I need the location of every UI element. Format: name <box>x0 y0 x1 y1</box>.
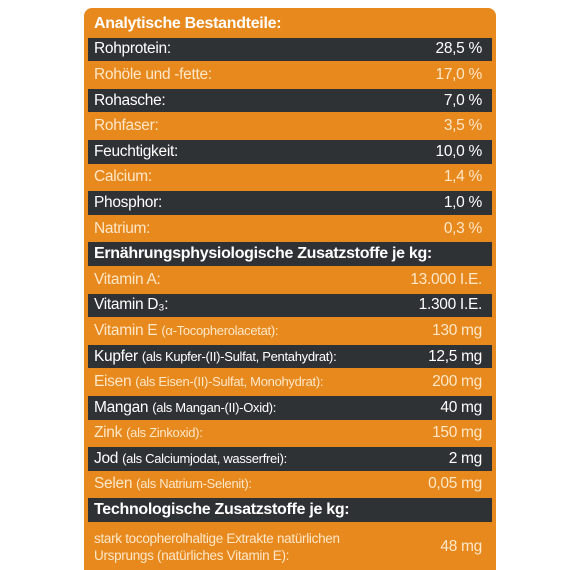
row-label: Selen (als Natrium-Selenit): <box>94 475 252 493</box>
label: Rohprotein: <box>94 40 171 58</box>
table-row: Rohprotein: 28,5 % <box>88 37 492 62</box>
table-row: Selen (als Natrium-Selenit): 0,05 mg <box>88 472 492 497</box>
row-label: Calcium: <box>94 168 152 186</box>
row-label: Vitamin E (α-Tocopherolacetat): <box>94 321 279 340</box>
nutrition-panel: Analytische Bestandteile: Rohprotein: 28,5… <box>84 8 496 570</box>
label-line: Ursprungs (natürliches Vitamin E): <box>94 547 290 563</box>
label: Vitamin D₃: <box>94 296 169 314</box>
row-label: Kupfer (als Kupfer-(II)-Sulfat, Pentahyd… <box>94 347 337 366</box>
row-value: 3,5 % <box>443 117 482 135</box>
table-row: Jod (als Calciumjodat, wasserfrei): 2 mg <box>88 447 492 471</box>
table-row: Calcium: 1,4 % <box>88 165 492 190</box>
row-value: 0,3 % <box>443 219 482 237</box>
row-value: 28,5 % <box>435 40 483 58</box>
table-row: Mangan (als Mangan-(II)-Oxid): 40 mg <box>88 395 492 420</box>
label: Zink <box>94 424 123 442</box>
row-value: 200 mg <box>432 373 482 391</box>
table-row: Natrium: 0,3 % <box>88 216 492 241</box>
section-header: Ernährungsphysiologische Zusatzstoffe je… <box>88 242 492 266</box>
section-title: Ernährungsphysiologische Zusatzstoffe je… <box>94 245 432 263</box>
table-row: Rohöle und -fette: 17,0 % <box>88 63 492 87</box>
row-label: Mangan (als Mangan-(II)-Oxid): <box>94 399 276 417</box>
row-label: Rohöle und -fette: <box>94 66 212 84</box>
section-title: Analytische Bestandteile: <box>94 14 282 32</box>
label: Kupfer <box>94 347 138 365</box>
row-value: 150 mg <box>432 424 482 442</box>
row-value: 7,0 % <box>443 91 482 109</box>
label-note: (als Natrium-Selenit): <box>136 476 252 492</box>
row-label: Feuchtigkeit: <box>94 143 178 161</box>
label: Calcium: <box>94 168 152 186</box>
table-row: Zink (als Zinkoxid): 150 mg <box>88 421 492 446</box>
row-label: Zink (als Zinkoxid): <box>94 424 203 442</box>
label: Vitamin A: <box>94 270 161 288</box>
label: Selen <box>94 475 133 493</box>
label-note: (als Mangan-(II)-Oxid): <box>152 399 277 415</box>
label: Phosphor: <box>94 193 162 211</box>
table-row: Eisen (als Eisen-(II)-Sulfat, Monohydrat… <box>88 370 492 394</box>
label-note: (als Zinkoxid): <box>126 425 203 441</box>
row-label: Natrium: <box>94 220 150 238</box>
table-row: Vitamin D₃: 1.300 I.E. <box>88 293 492 318</box>
row-label: Eisen (als Eisen-(II)-Sulfat, Monohydrat… <box>94 373 323 391</box>
row-value: 1,0 % <box>443 193 482 211</box>
label: Vitamin E <box>94 321 158 339</box>
label: Feuchtigkeit: <box>94 142 178 160</box>
table-row: stark tocopherolhaltige Extrakte natürli… <box>88 523 492 570</box>
table-row: Feuchtigkeit: 10,0 % <box>88 139 492 164</box>
section-header: Technologische Zusatzstoffe je kg: <box>88 498 492 522</box>
row-value: 40 mg <box>440 398 482 416</box>
label: Natrium: <box>94 219 151 237</box>
table-row: Vitamin E (α-Tocopherolacetat): 130 mg <box>88 319 492 343</box>
row-value: 10,0 % <box>435 142 483 160</box>
table-row: Phosphor: 1,0 % <box>88 191 492 215</box>
row-label: Rohfaser: <box>94 117 159 135</box>
row-label: Vitamin A: <box>94 271 161 289</box>
row-value: 48 mg <box>440 537 482 555</box>
row-value: 1.300 I.E. <box>418 296 483 314</box>
row-value: 130 mg <box>432 321 482 339</box>
row-label: Jod (als Calciumjodat, wasserfrei): <box>94 450 287 468</box>
label-note: (als Eisen-(II)-Sulfat, Monohydrat): <box>135 374 324 390</box>
table-row: Rohfaser: 3,5 % <box>88 114 492 138</box>
section-header: Analytische Bestandteile: <box>88 12 492 36</box>
label: Jod <box>94 449 119 467</box>
label: Mangan <box>94 398 149 416</box>
label: Rohöle und -fette: <box>94 65 212 83</box>
row-value: 1,4 % <box>443 168 482 186</box>
section-title: Technologische Zusatzstoffe je kg: <box>94 501 350 519</box>
row-label: stark tocopherolhaltige Extrakte natürli… <box>94 530 340 564</box>
label: Rohfaser: <box>94 117 159 135</box>
table-row: Rohasche: 7,0 % <box>88 88 492 113</box>
row-label: Rohprotein: <box>94 40 171 58</box>
row-value: 12,5 mg <box>428 347 482 365</box>
label-note: (α-Tocopherolacetat): <box>161 322 279 338</box>
row-label: Rohasche: <box>94 91 166 110</box>
row-value: 2 mg <box>448 449 483 467</box>
label-line: stark tocopherolhaltige Extrakte natürli… <box>94 530 340 546</box>
label: Eisen <box>94 373 132 391</box>
row-value: 13.000 I.E. <box>410 270 482 288</box>
row-value: 17,0 % <box>435 65 483 83</box>
table-row: Vitamin A: 13.000 I.E. <box>88 267 492 292</box>
row-value: 0,05 mg <box>428 475 482 493</box>
table-row: Kupfer (als Kupfer-(II)-Sulfat, Pentahyd… <box>88 344 492 369</box>
label-note: (als Kupfer-(II)-Sulfat, Pentahydrat): <box>141 348 337 364</box>
row-label: Phosphor: <box>94 194 162 212</box>
label: Rohasche: <box>94 91 166 109</box>
row-label: Vitamin D₃: <box>94 296 169 314</box>
label-note: (als Calciumjodat, wasserfrei): <box>122 450 287 466</box>
